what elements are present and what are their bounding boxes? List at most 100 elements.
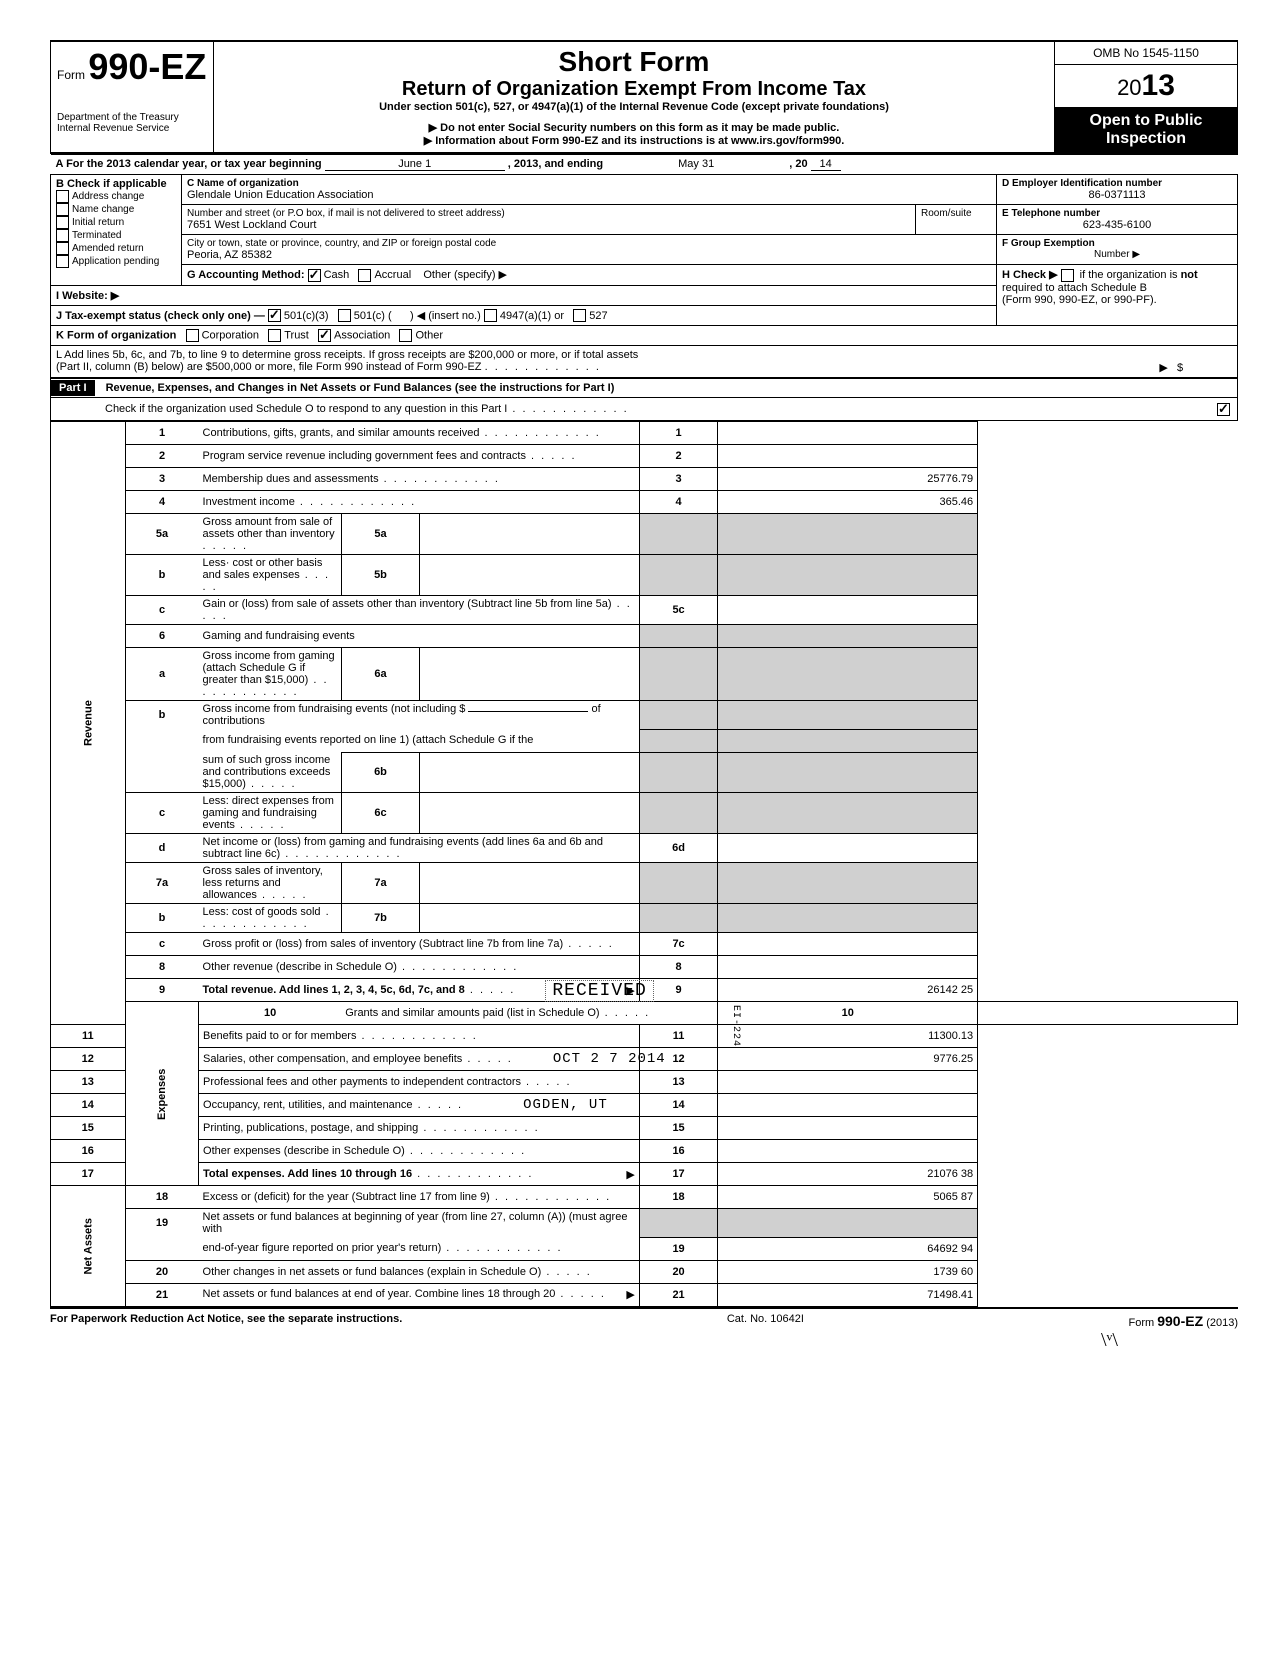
ln18-amt[interactable]: 5065 87	[718, 1186, 978, 1209]
year-suffix: 13	[1142, 69, 1175, 102]
lbl-4947: 4947(a)(1) or	[500, 310, 564, 322]
ln9-amt[interactable]: 26142 25	[718, 979, 978, 1002]
ln19-amt[interactable]: 64692 94	[718, 1237, 978, 1260]
lines-table: Revenue 1 Contributions, gifts, grants, …	[50, 421, 1238, 1307]
ln20-desc: Other changes in net assets or fund bala…	[203, 1266, 542, 1278]
ln2-no: 2	[125, 445, 199, 468]
ln3-num: 3	[639, 468, 718, 491]
street[interactable]: 7651 West Lockland Court	[187, 219, 910, 231]
lbl-cash: Cash	[324, 269, 350, 281]
ln6b-blank[interactable]	[468, 711, 588, 712]
chk-cash[interactable]	[308, 269, 321, 282]
chk-other-org[interactable]	[399, 329, 412, 342]
ln12-amt[interactable]: 9776.25	[718, 1048, 978, 1071]
footer-right-yr: (2013)	[1206, 1317, 1238, 1329]
ln6a-midamt[interactable]	[420, 648, 640, 701]
ln5b-no: b	[125, 555, 199, 596]
ln5a-mid: 5a	[341, 514, 420, 555]
sectF-label: F Group Exemption	[1002, 238, 1232, 249]
org-name[interactable]: Glendale Union Education Association	[187, 189, 991, 201]
chk-amended[interactable]	[56, 242, 69, 255]
phone[interactable]: 623-435-6100	[1002, 219, 1232, 231]
lbl-501c3: 501(c)(3)	[284, 310, 329, 322]
ln2-amt[interactable]	[718, 445, 978, 468]
ln21-amt[interactable]: 71498.41	[718, 1283, 978, 1306]
chk-app-pending[interactable]	[56, 255, 69, 268]
ln5a-midamt[interactable]	[420, 514, 640, 555]
chk-initial-return[interactable]	[56, 216, 69, 229]
ln6d-amt[interactable]	[718, 834, 978, 863]
chk-501c3[interactable]	[268, 309, 281, 322]
ln7a-midamt[interactable]	[420, 863, 640, 904]
sectI-label: I Website: ▶	[56, 290, 119, 302]
ln7c-amt[interactable]	[718, 933, 978, 956]
ln20-amt[interactable]: 1739 60	[718, 1260, 978, 1283]
ln19-no: 19	[125, 1209, 199, 1238]
ln5a-no: 5a	[125, 514, 199, 555]
ln1-desc: Contributions, gifts, grants, and simila…	[203, 427, 480, 439]
header-table: Form 990-EZ Short Form Return of Organiz…	[50, 40, 1238, 154]
chk-501c[interactable]	[338, 309, 351, 322]
ln7b-desc: Less: cost of goods sold	[203, 906, 321, 918]
omb-number: OMB No 1545-1150	[1055, 41, 1238, 65]
ein[interactable]: 86-0371113	[1002, 189, 1232, 201]
chk-address-change[interactable]	[56, 190, 69, 203]
ln1-amt[interactable]	[718, 422, 978, 445]
ln7a-mid: 7a	[341, 863, 420, 904]
tax-year-begin[interactable]: June 1	[325, 158, 505, 171]
tax-year-end[interactable]: May 31	[606, 158, 786, 170]
chk-name-change[interactable]	[56, 203, 69, 216]
lbl-501c: 501(c) (	[354, 310, 392, 322]
schedB-not: not	[1181, 269, 1198, 281]
lbl-app-pending: Application pending	[72, 256, 159, 267]
sectG-label: G Accounting Method:	[187, 269, 305, 281]
dots	[507, 403, 628, 415]
chk-527[interactable]	[573, 309, 586, 322]
ln5c-amt[interactable]	[718, 596, 978, 625]
ln11-amt[interactable]: 11300.13	[718, 1025, 978, 1048]
ln10-desc: Grants and similar amounts paid (list in…	[345, 1007, 599, 1019]
ln19-d2: end-of-year figure reported on prior yea…	[203, 1242, 442, 1254]
ln10-amt[interactable]	[978, 1002, 1238, 1025]
ln8-amt[interactable]	[718, 956, 978, 979]
city[interactable]: Peoria, AZ 85382	[187, 249, 991, 261]
chk-accrual[interactable]	[358, 269, 371, 282]
room-label: Room/suite	[921, 208, 991, 219]
chk-schedB[interactable]	[1061, 269, 1074, 282]
info-note: Information about Form 990-EZ and its in…	[220, 134, 1048, 147]
open-inspection: Open to Public Inspection	[1055, 108, 1238, 154]
lbl-corp: Corporation	[202, 330, 259, 342]
lbl-527: 527	[589, 310, 607, 322]
ln13-amt[interactable]	[718, 1071, 978, 1094]
ln21-desc: Net assets or fund balances at end of ye…	[203, 1288, 556, 1300]
ln17-amt[interactable]: 21076 38	[718, 1163, 978, 1186]
return-title: Return of Organization Exempt From Incom…	[220, 78, 1048, 101]
sectK-label: K Form of organization	[56, 330, 176, 342]
chk-terminated[interactable]	[56, 229, 69, 242]
chk-trust[interactable]	[268, 329, 281, 342]
ln6a-mid: 6a	[341, 648, 420, 701]
ln16-amt[interactable]	[718, 1140, 978, 1163]
side-expenses: Expenses	[125, 1002, 199, 1186]
side-netassets: Net Assets	[51, 1186, 126, 1307]
ln4-amt[interactable]: 365.46	[718, 491, 978, 514]
ln1-num: 1	[639, 422, 718, 445]
ssn-note: Do not enter Social Security numbers on …	[220, 121, 1048, 134]
ln6b-midamt[interactable]	[420, 752, 640, 793]
chk-corp[interactable]	[186, 329, 199, 342]
ln15-amt[interactable]	[718, 1117, 978, 1140]
tax-year-yy[interactable]: 14	[811, 158, 841, 171]
ln3-amt[interactable]: 25776.79	[718, 468, 978, 491]
ln18-no: 18	[125, 1186, 199, 1209]
ln8-no: 8	[125, 956, 199, 979]
chk-sched-o[interactable]	[1217, 403, 1230, 416]
ln7b-midamt[interactable]	[420, 904, 640, 933]
lbl-insert: ) ◀ (insert no.)	[410, 310, 481, 322]
ln5b-midamt[interactable]	[420, 555, 640, 596]
ln14-amt[interactable]	[718, 1094, 978, 1117]
ln9-no: 9	[125, 979, 199, 1002]
ln6c-midamt[interactable]	[420, 793, 640, 834]
chk-4947[interactable]	[484, 309, 497, 322]
ln4-no: 4	[125, 491, 199, 514]
chk-assoc[interactable]	[318, 329, 331, 342]
